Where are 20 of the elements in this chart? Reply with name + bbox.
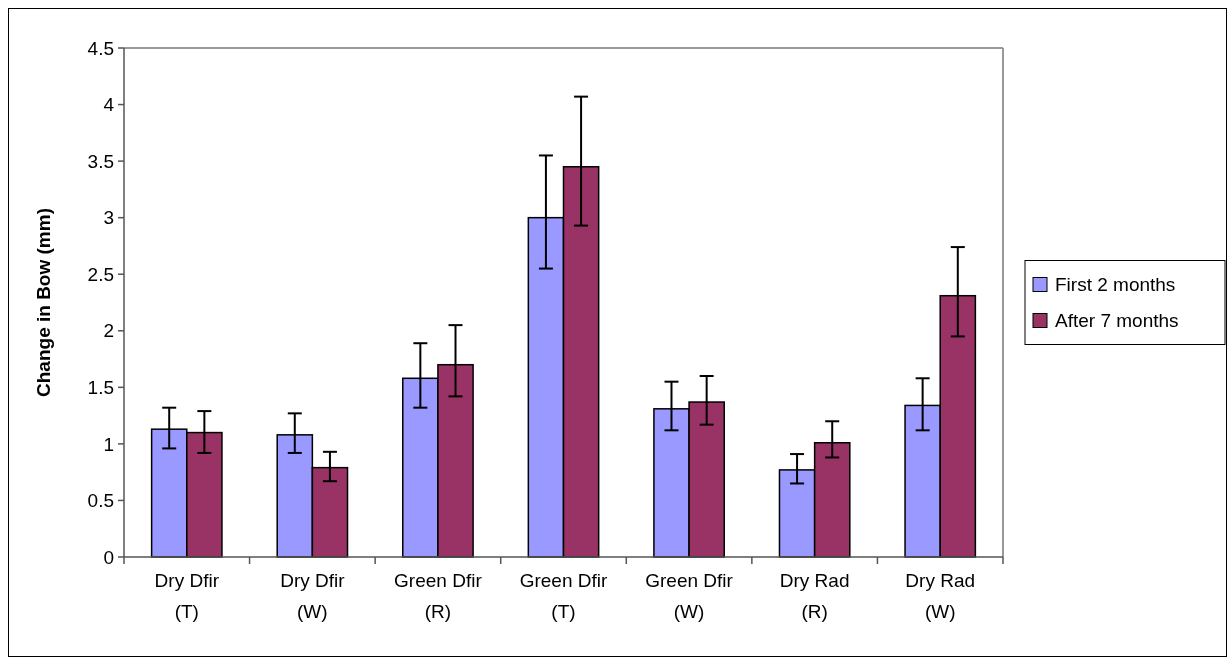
y-tick-label: 1 [103,433,114,455]
x-tick-label: Dry Rad (W) [905,570,976,622]
legend-label: First 2 months [1055,274,1176,296]
y-tick-label: 2 [103,320,114,342]
y-tick-label: 3.5 [87,150,114,172]
y-tick-label: 3 [103,207,114,229]
y-tick-label: 4 [103,94,115,116]
y-tick-label: 2.5 [87,263,114,285]
x-tick-label: Green Dfir (W) [645,570,734,622]
y-axis-title: Change in Bow (mm) [33,208,54,397]
x-tick-label: Dry Dfir (W) [280,570,346,622]
legend-label: After 7 months [1055,310,1179,332]
x-tick-label: Green Dfir (R) [394,570,483,622]
y-tick-label: 4.5 [87,37,114,59]
y-tick-label: 0 [103,546,114,568]
x-tick-label: Dry Rad (R) [779,570,850,622]
y-tick-label: 0.5 [87,490,114,512]
y-tick-label: 1.5 [87,376,114,398]
x-tick-label: Green Dfir (T) [519,570,608,622]
x-tick-label: Dry Dfir (T) [154,570,220,622]
